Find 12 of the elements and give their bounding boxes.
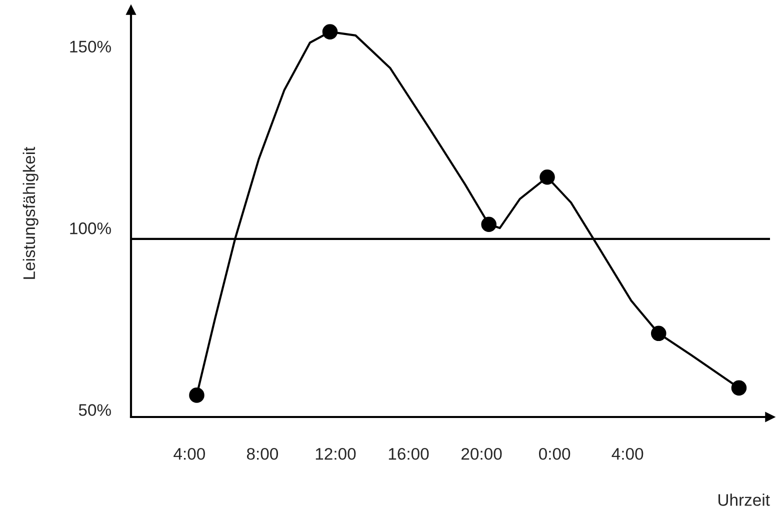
- x-tick-label: 16:00: [388, 448, 429, 460]
- x-tick-label: 4:00: [612, 448, 644, 460]
- x-tick-label: 8:00: [246, 448, 278, 460]
- x-tick-label: 20:00: [462, 448, 502, 460]
- y-tick-label: 150%: [70, 40, 111, 53]
- x-tick-label: 12:00: [316, 448, 356, 460]
- y-tick-label: 50%: [78, 404, 111, 416]
- x-axis-title: Uhrzeit: [718, 494, 770, 506]
- x-tick-label: 4:00: [174, 448, 205, 460]
- y-tick-label: 100%: [70, 222, 111, 234]
- y-axis-title: Leistungsfähigkeit: [22, 146, 38, 279]
- x-tick-label: 0:00: [539, 448, 570, 460]
